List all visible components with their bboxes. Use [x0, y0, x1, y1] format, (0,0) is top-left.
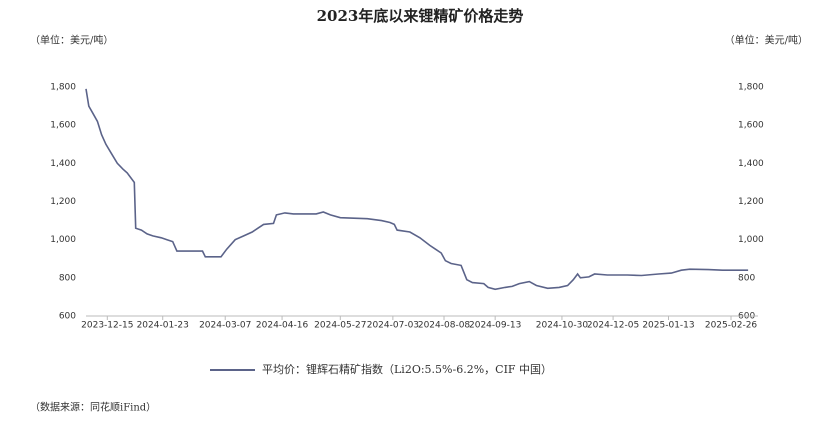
- y-tick-label: 1,400: [50, 159, 76, 169]
- x-tick-label: 2024-03-07: [199, 321, 251, 331]
- x-tick-label: 2025-01-13: [642, 321, 694, 331]
- x-tick-label: 2024-07-03: [367, 321, 419, 331]
- y-tick-label: 1,000: [50, 235, 76, 245]
- x-tick-label: 2023-12-15: [81, 321, 133, 331]
- line-series: [85, 88, 749, 291]
- y-tick-label: 1,800: [50, 83, 76, 93]
- y2-axis-label: （单位：美元/吨）: [725, 34, 808, 47]
- y2-tick-label: 800: [738, 273, 755, 283]
- y-tick-label: 800: [59, 273, 76, 283]
- y2-tick-label: 1,400: [738, 159, 764, 169]
- source-note: （数据来源：同花顺iFind）: [30, 401, 156, 414]
- y-tick-label: 1,200: [50, 197, 76, 207]
- x-tick-label: 2024-09-13: [469, 321, 521, 331]
- x-tick-label: 2024-01-23: [137, 321, 189, 331]
- chart-title: 2023年底以来锂精矿价格走势: [317, 7, 524, 25]
- y-axis-label: （单位：美元/吨）: [30, 34, 113, 47]
- y2-tick-label: 1,600: [738, 121, 764, 131]
- y-tick-label: 600: [59, 312, 76, 322]
- y2-tick-label: 1,800: [738, 83, 764, 93]
- y-tick-label: 1,600: [50, 121, 76, 131]
- x-tick-label: 2024-05-27: [314, 321, 366, 331]
- x-tick-label: 2024-10-30: [536, 321, 589, 331]
- y2-tick-label: 1,200: [738, 197, 764, 207]
- x-tick-label: 2025-02-26: [705, 321, 758, 331]
- x-tick-label: 2024-08-08: [418, 321, 471, 331]
- x-tick-label: 2024-04-16: [256, 321, 309, 331]
- x-tick-label: 2024-12-05: [587, 321, 639, 331]
- legend-label: 平均价：锂辉石精矿指数（Li2O:5.5%-6.2%，CIF 中国）: [262, 362, 552, 376]
- y2-tick-label: 1,000: [738, 235, 764, 245]
